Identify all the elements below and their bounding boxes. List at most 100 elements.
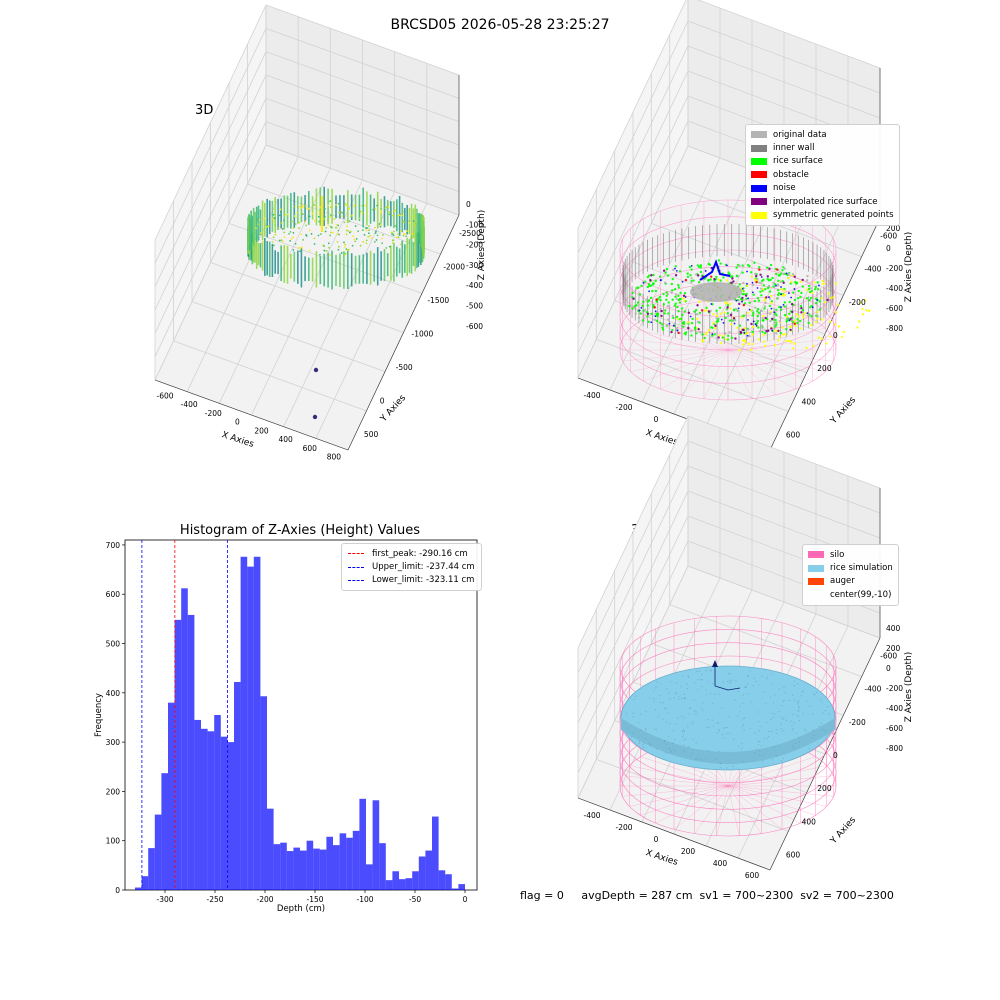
- rice-mesh-point: [783, 699, 785, 701]
- data-point: [412, 220, 415, 223]
- rice-mesh-point: [798, 746, 800, 748]
- data-point: [375, 239, 378, 241]
- rice-surface-point: [789, 282, 792, 285]
- rice-surface-point: [705, 306, 708, 310]
- original-point: [742, 281, 745, 285]
- noise-point: [659, 279, 662, 282]
- y-tick-label: 500: [364, 430, 379, 439]
- rice-surface-point: [756, 307, 760, 311]
- interpolated-point: [789, 317, 792, 321]
- rice-surface-point: [816, 288, 820, 291]
- rice-mesh-point: [722, 734, 724, 736]
- y-axis-line: [769, 217, 881, 451]
- rice-surface-point: [656, 314, 660, 317]
- rice-mesh-point: [790, 720, 792, 722]
- data-point: [344, 252, 347, 255]
- rice-mesh-point: [805, 730, 807, 732]
- symmetric-point: [820, 337, 824, 340]
- rice-surface-point: [677, 309, 680, 313]
- rice-surface-point: [779, 272, 783, 275]
- symmetric-point: [811, 291, 814, 295]
- rice-mesh-point: [797, 706, 800, 708]
- noise-point: [780, 286, 782, 288]
- data-point: [358, 217, 361, 220]
- symmetric-point: [787, 276, 790, 280]
- symmetric-point: [707, 328, 711, 332]
- rice-mesh-point: [760, 745, 762, 747]
- noise-point: [733, 322, 736, 325]
- z-tick-label: 400: [886, 624, 901, 633]
- z-tick-label: -400: [886, 284, 903, 293]
- data-point: [347, 229, 349, 232]
- data-point: [325, 226, 328, 229]
- panel3-y-ticks: 0 100 200 300 400 500 600 700: [106, 541, 125, 895]
- data-point: [328, 200, 330, 203]
- symmetric-point: [834, 310, 838, 314]
- interpolated-point: [649, 278, 652, 282]
- data-point: [283, 231, 286, 234]
- rice-surface-point: [646, 285, 650, 289]
- rice-mesh-point: [772, 716, 774, 718]
- rice-mesh-point: [655, 748, 657, 750]
- rice-mesh-point: [695, 742, 697, 744]
- silo-floor-line: [727, 775, 834, 787]
- data-point: [358, 210, 361, 213]
- data-point: [297, 246, 300, 249]
- data-point: [380, 208, 383, 210]
- rice-mesh-point: [742, 718, 744, 720]
- symmetric-point: [801, 313, 805, 316]
- data-point: [365, 239, 368, 242]
- data-point: [383, 207, 386, 210]
- interpolated-point: [793, 275, 796, 278]
- rice-mesh-point: [666, 688, 668, 690]
- noise-point: [811, 306, 814, 309]
- rice-mesh-point: [798, 710, 800, 713]
- data-point: [345, 233, 348, 236]
- rice-mesh-point: [733, 738, 735, 740]
- noise-point: [818, 284, 820, 287]
- rice-mesh-point: [774, 713, 776, 715]
- rice-mesh-point: [653, 701, 655, 703]
- symmetric-point: [729, 307, 732, 310]
- rice-mesh-point: [635, 695, 637, 697]
- rice-surface-point: [799, 304, 803, 308]
- symmetric-point: [773, 329, 776, 333]
- rice-surface-point: [775, 314, 778, 317]
- rice-mesh-point: [757, 744, 760, 746]
- rice-mesh-point: [813, 693, 815, 695]
- data-point: [273, 217, 276, 220]
- rice-mesh-point: [706, 750, 708, 752]
- rice-surface-point: [659, 299, 662, 302]
- rice-surface-point: [655, 319, 659, 323]
- rice-mesh-point: [718, 693, 720, 695]
- rice-mesh-point: [705, 758, 707, 760]
- x-tick-label: 0: [654, 415, 659, 424]
- data-point: [343, 241, 345, 244]
- rice-mesh-point: [820, 722, 822, 725]
- data-point: [305, 224, 308, 227]
- data-point: [368, 225, 371, 227]
- data-point: [374, 226, 376, 229]
- x-tick-label: -200: [205, 409, 222, 418]
- rice-surface-point: [651, 289, 654, 293]
- rice-mesh-point: [797, 715, 800, 718]
- data-point: [399, 230, 402, 233]
- obstacle-point: [758, 268, 761, 271]
- interpolated-point: [738, 302, 741, 306]
- rice-mesh-point: [675, 723, 678, 725]
- rice-surface-point: [635, 303, 638, 307]
- data-point: [413, 224, 416, 226]
- original-point: [724, 332, 727, 335]
- legend-label: center(99,-10): [830, 589, 892, 600]
- rice-mesh-point: [656, 681, 658, 683]
- histogram-bar: [293, 847, 300, 890]
- rice-mesh-point: [810, 737, 813, 739]
- rice-surface-point: [682, 325, 685, 328]
- data-point: [330, 231, 332, 234]
- rice-mesh-point: [645, 710, 647, 713]
- interpolated-point: [777, 329, 780, 333]
- rice-mesh-point: [826, 706, 829, 708]
- rice-mesh-point: [802, 690, 804, 692]
- panel1-x-ticks: -600 -400 -200 0 200 400 600 800: [157, 391, 342, 461]
- noise-point: [704, 270, 707, 272]
